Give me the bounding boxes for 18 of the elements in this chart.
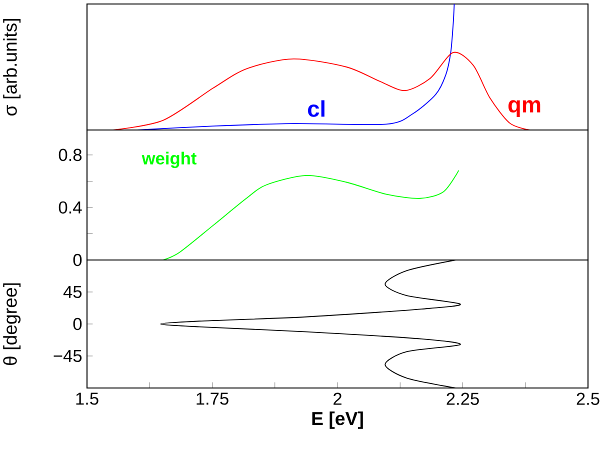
x-tick-label: 2.5 [576,392,600,405]
x-axis-title: E [eV] [312,411,363,429]
y-tick-label: −45 [54,350,82,362]
series-label: cl [308,100,324,117]
y-axis-title: σ [arb.units] [3,19,21,116]
y-tick-label: 0 [73,254,82,266]
x-tick-label: 2 [334,392,342,405]
y-tick-label: 0.4 [58,201,82,214]
line-series [162,170,460,260]
y-axis-title: θ [degree] [3,283,21,366]
x-tick-label: 1.75 [196,392,228,405]
y-tick-label: 0.8 [58,148,82,162]
y-tick-label: 45 [63,286,82,298]
y-tick-label: 0 [73,318,82,330]
x-tick-label: 2.25 [446,392,479,405]
series-label: qm [508,100,540,118]
x-tick-label: 1.5 [76,392,98,405]
text: weight [142,152,197,168]
